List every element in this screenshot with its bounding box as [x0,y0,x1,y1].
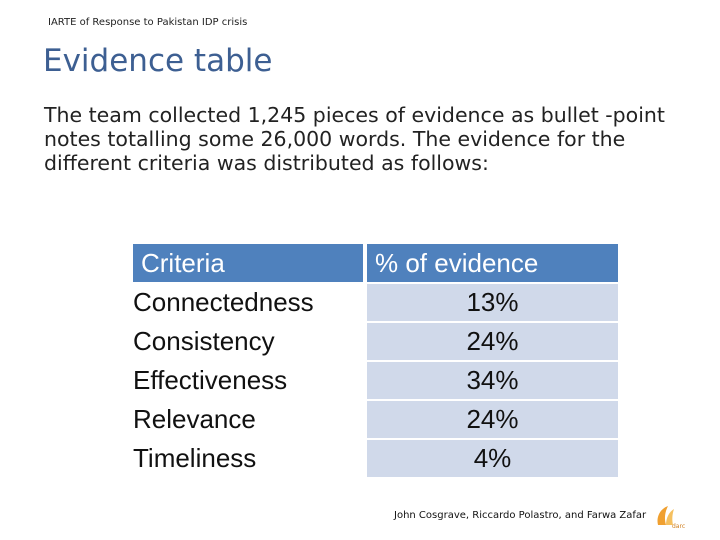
table-header-row: Criteria % of evidence [133,244,618,284]
share-cell: 24% [363,323,618,362]
table-row: Consistency 24% [133,323,618,362]
body-text: The team collected 1,245 pieces of evide… [44,103,665,175]
criteria-header: Criteria [133,244,363,284]
header-label: IARTE of Response to Pakistan IDP crisis [48,17,248,28]
table-row: Effectiveness 34% [133,362,618,401]
share-header: % of evidence [363,244,618,284]
evidence-table: Criteria % of evidence Connectedness 13%… [133,244,618,479]
criteria-cell: Timeliness [133,440,363,479]
criteria-cell: Connectedness [133,284,363,323]
share-cell: 34% [363,362,618,401]
criteria-cell: Relevance [133,401,363,440]
criteria-cell: Consistency [133,323,363,362]
logo-text: darc [672,523,685,529]
table-row: Timeliness 4% [133,440,618,479]
share-cell: 4% [363,440,618,479]
table-row: Relevance 24% [133,401,618,440]
criteria-cell: Effectiveness [133,362,363,401]
footer-authors: John Cosgrave, Riccardo Polastro, and Fa… [394,510,647,521]
share-cell: 24% [363,401,618,440]
darc-logo-icon: darc [657,506,685,529]
slide-title: Evidence table [43,43,273,79]
share-cell: 13% [363,284,618,323]
table-row: Connectedness 13% [133,284,618,323]
